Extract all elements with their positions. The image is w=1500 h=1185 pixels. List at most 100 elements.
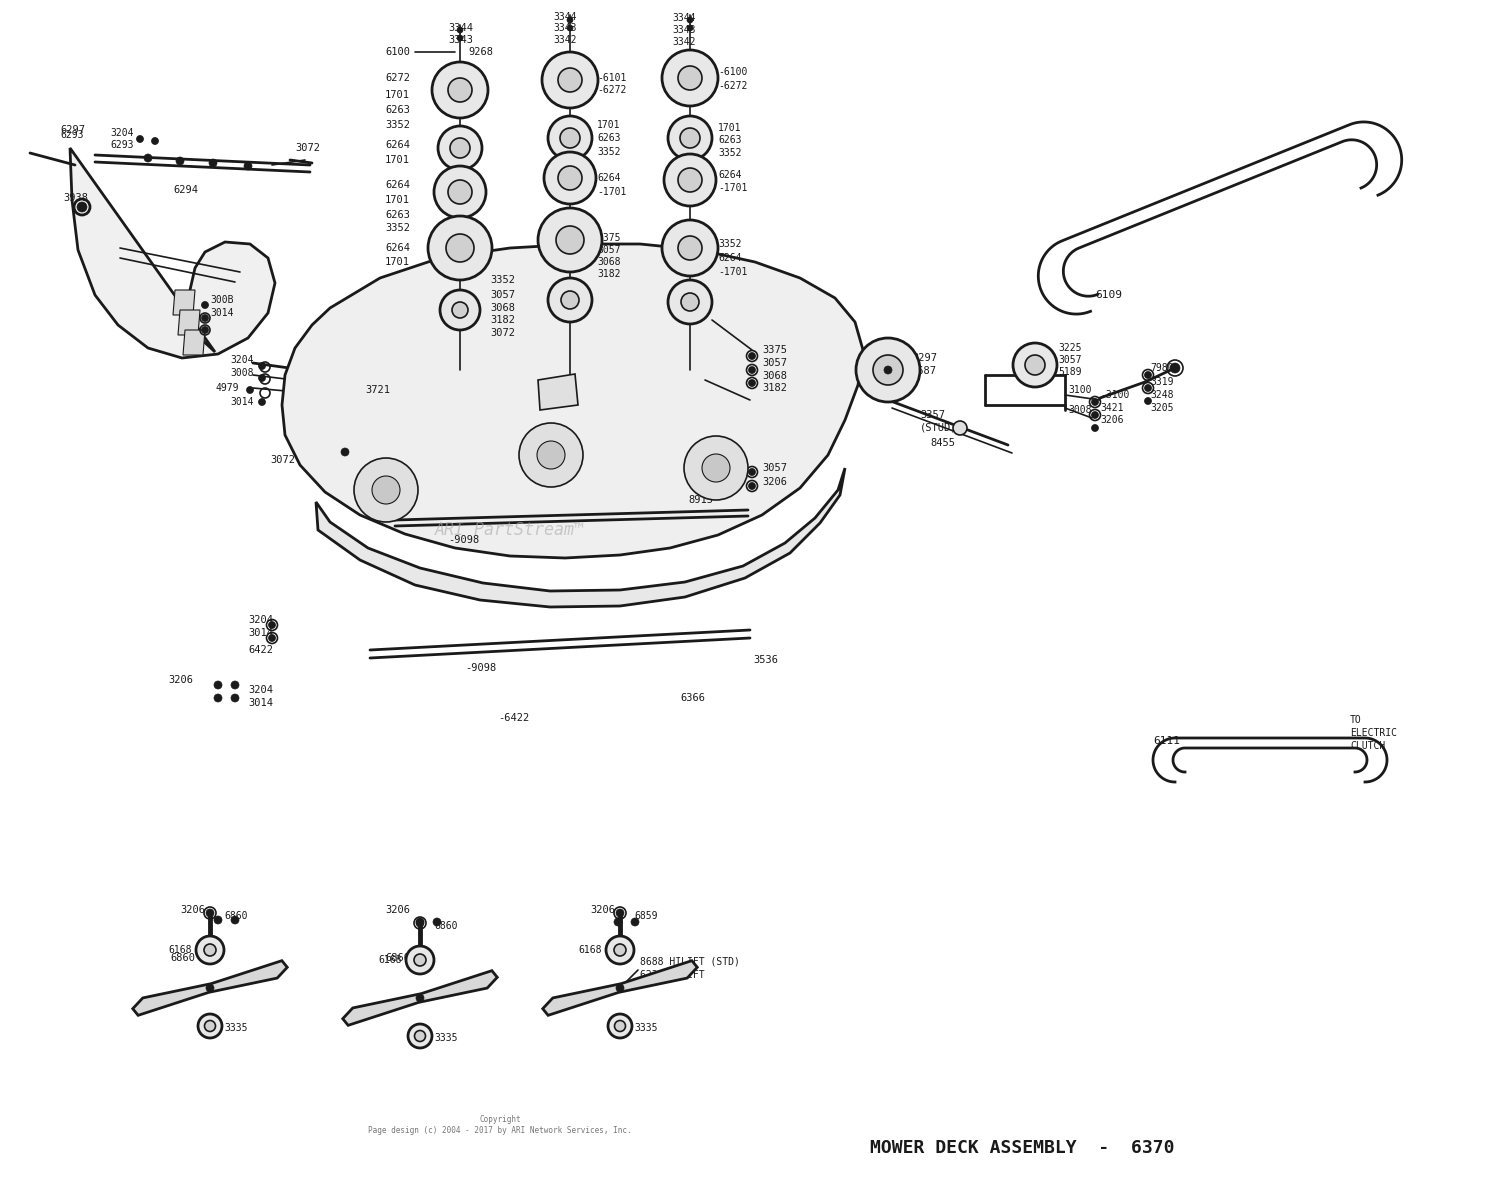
Circle shape [681, 293, 699, 310]
Circle shape [748, 482, 756, 489]
Text: 3352: 3352 [386, 120, 410, 130]
Text: 6859: 6859 [634, 911, 657, 921]
Circle shape [206, 984, 214, 992]
Text: 3342: 3342 [554, 36, 576, 45]
Circle shape [433, 166, 486, 218]
Circle shape [1024, 356, 1045, 374]
Circle shape [427, 216, 492, 280]
Circle shape [354, 457, 419, 523]
Text: -6272: -6272 [718, 81, 747, 91]
Circle shape [664, 154, 716, 206]
Circle shape [416, 920, 424, 927]
Circle shape [1013, 342, 1058, 387]
Circle shape [340, 448, 350, 456]
Text: 3206: 3206 [590, 905, 615, 915]
Text: 3343: 3343 [554, 23, 576, 33]
Text: 6168: 6168 [578, 944, 602, 955]
Circle shape [615, 1020, 626, 1031]
Text: 3344: 3344 [448, 23, 472, 33]
Circle shape [214, 681, 222, 688]
Text: -6422: -6422 [498, 713, 530, 723]
Circle shape [558, 166, 582, 190]
Text: 3072: 3072 [270, 455, 296, 465]
Circle shape [614, 944, 626, 956]
Circle shape [176, 156, 184, 165]
Circle shape [144, 154, 152, 162]
Text: 3343: 3343 [672, 25, 696, 36]
Text: 3352: 3352 [718, 239, 741, 249]
Text: TO: TO [1350, 715, 1362, 725]
Circle shape [414, 954, 426, 966]
Text: 3375: 3375 [597, 233, 621, 243]
Circle shape [748, 468, 756, 475]
Text: 6860: 6860 [433, 921, 457, 931]
Text: 6264: 6264 [597, 173, 621, 182]
Text: 6422: 6422 [248, 645, 273, 655]
Circle shape [687, 25, 693, 31]
Text: 3182: 3182 [490, 315, 514, 325]
Text: 3204: 3204 [230, 356, 254, 365]
Text: 3352: 3352 [490, 275, 514, 286]
Circle shape [136, 135, 144, 142]
Circle shape [614, 918, 622, 925]
Circle shape [606, 936, 634, 965]
Text: -9098: -9098 [465, 662, 496, 673]
Text: 6294: 6294 [172, 185, 198, 196]
Text: 3014: 3014 [248, 628, 273, 638]
Circle shape [231, 681, 238, 688]
Text: 3721: 3721 [364, 385, 390, 395]
Circle shape [231, 916, 238, 924]
Text: MOWER DECK ASSEMBLY  -  6370: MOWER DECK ASSEMBLY - 6370 [870, 1139, 1174, 1157]
Text: 3206: 3206 [762, 478, 788, 487]
Text: ELECTRIC: ELECTRIC [1350, 728, 1396, 738]
Circle shape [873, 356, 903, 385]
Circle shape [414, 1031, 426, 1042]
Circle shape [408, 1024, 432, 1048]
Circle shape [1144, 372, 1152, 378]
Circle shape [567, 25, 573, 31]
Text: -1701: -1701 [597, 187, 627, 197]
Text: 6236 LOLIFT: 6236 LOLIFT [640, 971, 705, 980]
Circle shape [702, 454, 730, 482]
Text: 3068: 3068 [597, 257, 621, 267]
Polygon shape [543, 961, 698, 1016]
Text: -6272: -6272 [597, 85, 627, 95]
Circle shape [452, 302, 468, 318]
Text: 6366: 6366 [680, 693, 705, 703]
Circle shape [268, 621, 276, 628]
Circle shape [416, 994, 424, 1003]
Circle shape [196, 936, 223, 965]
Text: 8688 HILIFT (STD): 8688 HILIFT (STD) [640, 957, 740, 967]
Text: 6264: 6264 [718, 169, 741, 180]
Circle shape [748, 366, 756, 373]
Text: 3057: 3057 [597, 245, 621, 255]
Circle shape [542, 52, 598, 108]
Text: 3057: 3057 [762, 463, 788, 473]
Text: 1701: 1701 [597, 120, 621, 130]
Text: 6264: 6264 [386, 180, 410, 190]
Text: 300B: 300B [210, 295, 234, 305]
Circle shape [548, 116, 592, 160]
Circle shape [258, 374, 266, 382]
Text: 6272: 6272 [386, 73, 410, 83]
Text: 3206: 3206 [1100, 415, 1124, 425]
Text: 3100: 3100 [1068, 385, 1092, 395]
Circle shape [204, 1020, 216, 1031]
Text: 6860: 6860 [170, 953, 195, 963]
Circle shape [214, 916, 222, 924]
Text: 3068: 3068 [490, 303, 514, 313]
Circle shape [458, 27, 464, 33]
Polygon shape [538, 374, 578, 410]
Text: 3248: 3248 [1150, 390, 1173, 401]
Circle shape [1092, 424, 1098, 431]
Text: 1687: 1687 [912, 366, 938, 376]
Circle shape [561, 292, 579, 309]
Text: 5189: 5189 [1058, 367, 1082, 377]
Text: 7980: 7980 [1150, 363, 1173, 373]
Circle shape [1092, 411, 1098, 418]
Text: CLUTCH: CLUTCH [1350, 741, 1386, 751]
Text: 3352: 3352 [718, 148, 741, 158]
Text: 6860: 6860 [224, 911, 248, 921]
Circle shape [678, 236, 702, 260]
Text: 1701: 1701 [718, 123, 741, 133]
